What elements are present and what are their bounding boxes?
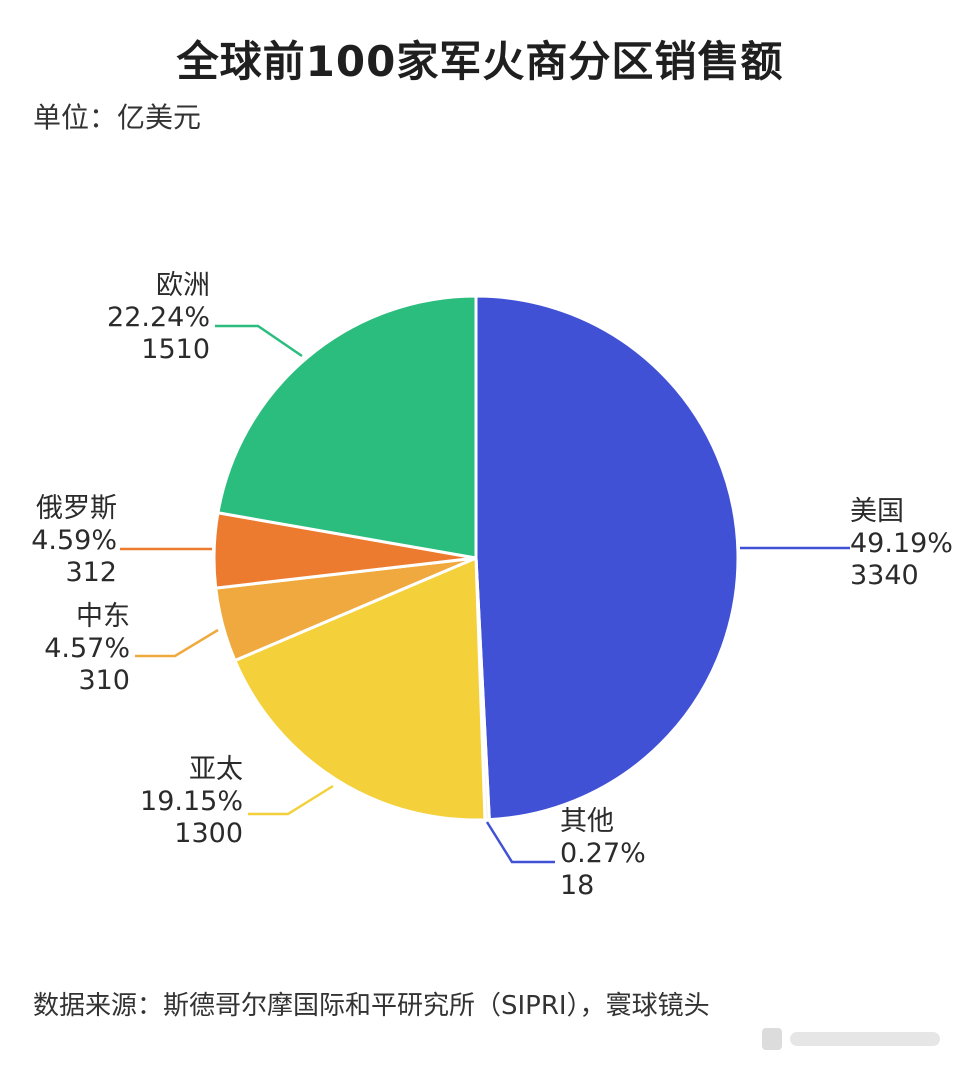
slice-percent: 4.59%: [31, 525, 117, 556]
pie-slice-5: [216, 294, 478, 560]
slice-label-4: 俄罗斯 4.59% 312: [31, 493, 117, 588]
slice-value: 1510: [141, 334, 210, 365]
slice-value: 310: [78, 665, 130, 696]
slice-value: 312: [65, 557, 117, 588]
slice-name: 俄罗斯: [36, 493, 117, 524]
slice-label-3: 中东 4.57% 310: [44, 601, 130, 696]
leader-line-2: [248, 784, 334, 816]
data-source-note: 数据来源：斯德哥尔摩国际和平研究所（SIPRI），寰球镜头: [33, 991, 710, 1021]
slice-percent: 4.57%: [44, 633, 130, 664]
slice-value: 1300: [174, 818, 243, 849]
slice-name: 其他: [560, 806, 614, 837]
slice-value: 3340: [850, 560, 919, 591]
slice-label-5: 欧洲 22.24% 1510: [107, 270, 210, 365]
slice-percent: 22.24%: [107, 302, 210, 333]
unit-label: 单位：亿美元: [33, 101, 202, 134]
slice-name: 中东: [76, 601, 130, 632]
slice-name: 欧洲: [156, 270, 210, 301]
pie-slice-2: [232, 555, 487, 822]
leader-lines: [120, 324, 850, 864]
leader-line-5: [215, 324, 303, 358]
leader-line-3: [135, 628, 219, 658]
slice-label-0: 美国 49.19% 3340: [850, 496, 953, 591]
pie-slices: [212, 294, 740, 822]
slice-name: 亚太: [189, 754, 243, 785]
slice-name: 美国: [850, 496, 904, 527]
slice-percent: 0.27%: [560, 838, 646, 869]
watermark-logo: [762, 1028, 940, 1050]
slice-value: 18: [560, 870, 594, 901]
leader-line-1: [485, 821, 555, 864]
slice-percent: 49.19%: [850, 528, 953, 559]
slice-label-2: 亚太 19.15% 1300: [140, 754, 243, 849]
slice-percent: 19.15%: [140, 786, 243, 817]
chart-title: 全球前100家军火商分区销售额: [176, 37, 784, 86]
slice-label-1: 其他 0.27% 18: [560, 806, 646, 901]
pie-slice-0: [474, 294, 740, 822]
